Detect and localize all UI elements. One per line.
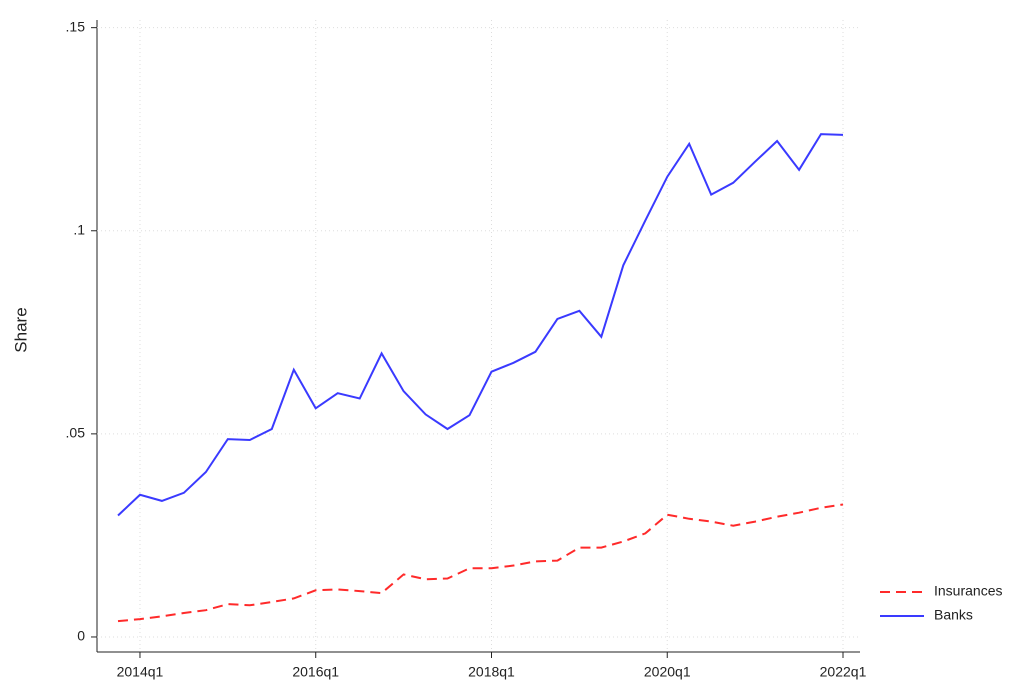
- line-series: [117, 503, 844, 623]
- legend-label: Banks: [934, 607, 973, 623]
- y-axis-label: Share: [11, 307, 30, 352]
- x-tick-label: 2022q1: [820, 664, 867, 680]
- y-tick-label: .15: [66, 18, 86, 34]
- x-tick-label: 2018q1: [468, 664, 515, 680]
- x-tick-label: 2016q1: [292, 664, 339, 680]
- y-tick-label: .05: [66, 425, 86, 441]
- legend-label: Insurances: [934, 583, 1002, 599]
- x-tick-label: 2014q1: [117, 664, 164, 680]
- line-series: [117, 133, 844, 517]
- x-tick-label: 2020q1: [644, 664, 691, 680]
- y-tick-label: .1: [73, 221, 85, 237]
- y-tick-label: 0: [77, 628, 85, 644]
